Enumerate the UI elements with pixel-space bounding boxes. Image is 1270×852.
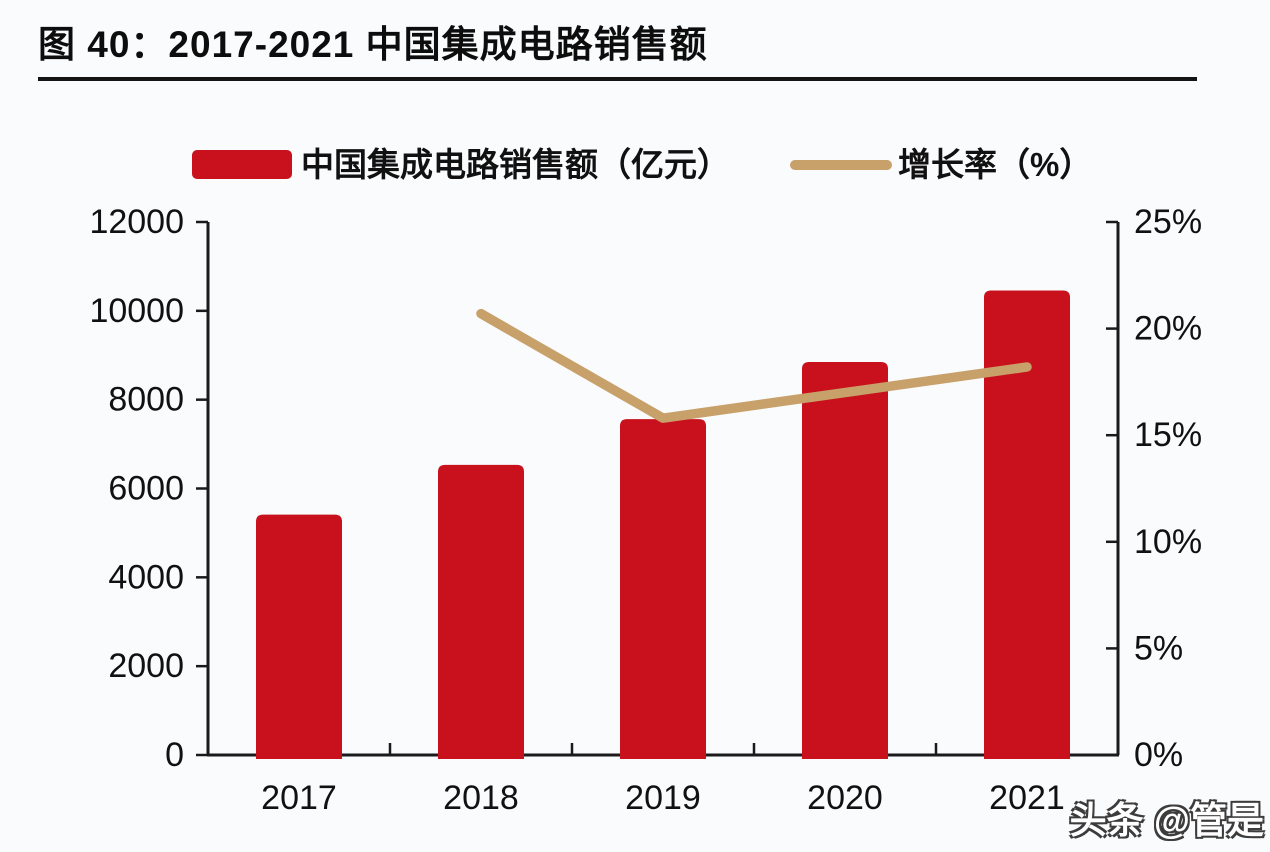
watermark: 头条 @管是 [1069,800,1264,841]
growth-line [476,308,1032,423]
x-axis-label: 2017 [261,779,337,817]
bar-2019 [620,419,706,759]
left-axis-tick-label: 10000 [89,292,184,330]
right-axis-tick-label: 5% [1134,629,1183,667]
left-axis-tick-label: 4000 [108,558,184,596]
bar-2018 [438,464,524,759]
x-axis-label: 2021 [989,779,1065,817]
right-axis-tick-label: 0% [1134,736,1183,774]
bar-2020 [802,362,888,759]
right-axis-tick-label: 15% [1134,416,1202,454]
legend-bar-swatch [192,150,292,179]
left-axis-tick-label: 12000 [89,203,184,241]
title-divider [38,77,1197,81]
x-axis-label: 2019 [625,779,701,817]
x-axis-label: 2020 [807,779,883,817]
right-axis-tick-label: 25% [1134,203,1202,241]
left-axis-tick-label: 6000 [108,470,184,508]
right-axis-tick-label: 20% [1134,310,1202,348]
left-axis-tick-label: 8000 [108,381,184,419]
legend-bar-label: 中国集成电路销售额（亿元） [301,146,730,183]
legend-line-swatch [790,160,892,170]
right-axis-tick-label: 10% [1134,523,1202,561]
left-axis-tick-label: 0 [165,736,184,774]
figure-title: 图 40：2017-2021 中国集成电路销售额 [38,24,708,65]
left-axis-tick-label: 2000 [108,647,184,685]
legend-line-label: 增长率（%） [898,146,1093,183]
bar-2017 [256,514,342,759]
bar-2021 [984,290,1070,759]
x-axis-label: 2018 [443,779,519,817]
